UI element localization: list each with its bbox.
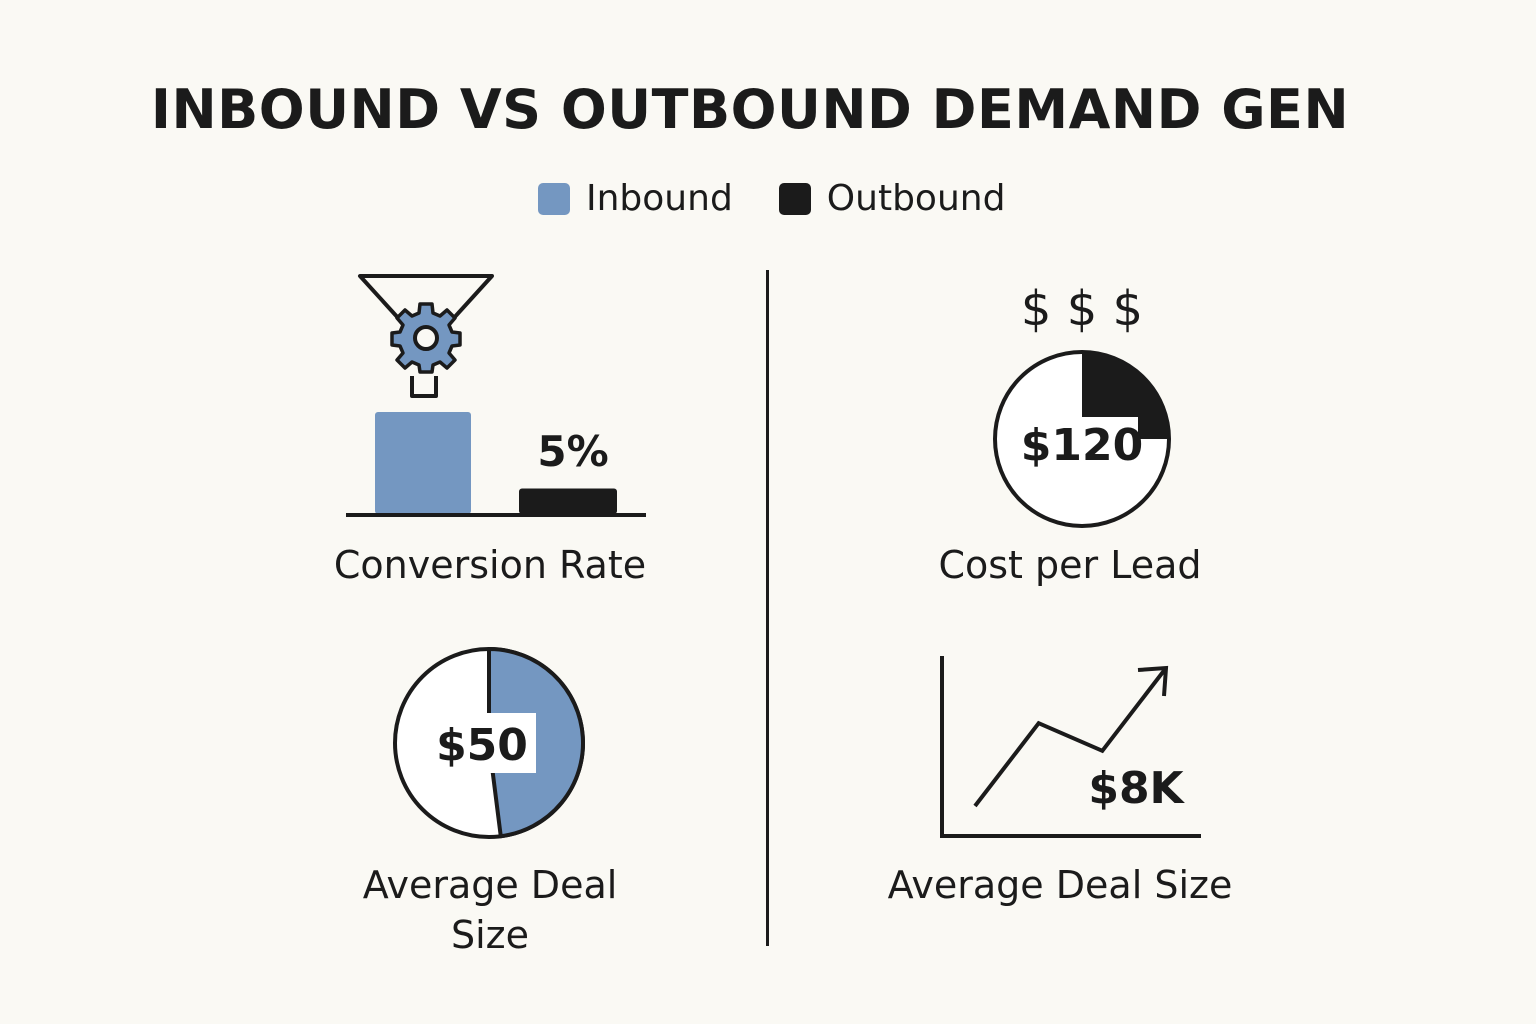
deal-value-backdrop [432,713,536,773]
conversion-rate-label: Conversion Rate [333,543,647,587]
cost-per-lead-label: Cost per Lead [938,543,1202,587]
dollar-signs: $ $ $ [1021,281,1143,337]
cost-value-label: $120 [1021,420,1143,471]
legend-label-outbound: Outbound [826,178,1006,219]
legend-label-inbound: Inbound [586,178,733,219]
legend-swatch-inbound [538,182,570,215]
deal-value-label: $50 [436,720,528,771]
bar-outbound [519,488,617,514]
trend-arrowhead [1137,665,1169,697]
trend-line [973,666,1168,808]
trend-axes [940,656,1201,838]
trend-arrow-icon [973,665,1169,808]
cost-value-backdrop [1026,417,1138,467]
bar-inbound [375,412,471,514]
conversion-bar-chart [375,412,617,514]
gear-icon [390,302,462,374]
deal-size-value-label: $8K [1088,763,1185,814]
conversion-value-label: 5% [537,427,608,476]
panel-divider [766,270,769,946]
average-deal-size-label-left-line2: Size [450,913,529,957]
average-deal-size-label-right: Average Deal Size [887,863,1233,907]
legend-swatch-outbound [778,182,811,215]
page-title: INBOUND VS OUTBOUND DEMAND GEN [150,78,1350,141]
legend: Inbound Outbound [538,178,1051,219]
average-deal-size-label-left-line1: Average Deal [362,863,618,907]
legend-item-inbound: Inbound [538,178,733,219]
cost-pie-chart [993,350,1171,528]
legend-item-outbound: Outbound [778,178,1006,219]
